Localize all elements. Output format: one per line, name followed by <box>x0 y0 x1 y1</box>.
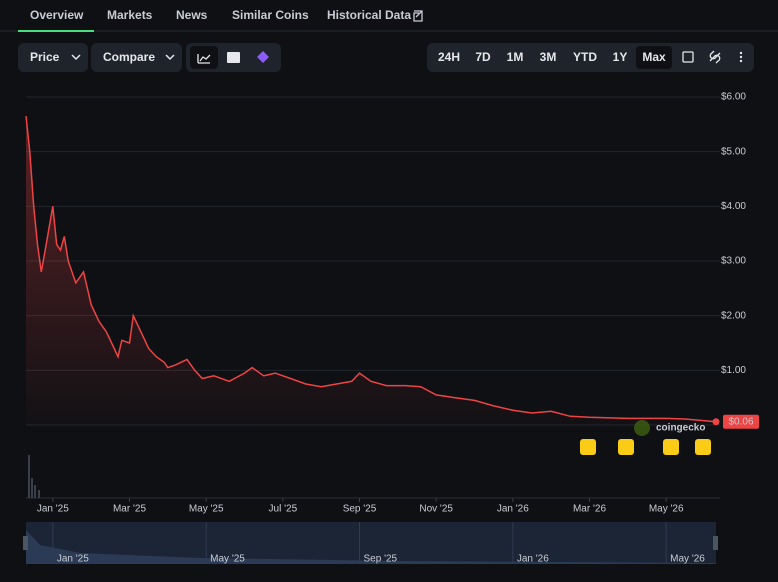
range-group <box>427 43 754 72</box>
chevron <box>165 54 175 61</box>
event-marker[interactable] <box>580 439 596 455</box>
x-tick-label: May '26 <box>649 504 684 515</box>
range-button[interactable]: YTD <box>573 50 597 64</box>
more-dot[interactable] <box>739 59 743 63</box>
event-marker[interactable] <box>663 439 679 455</box>
range-button[interactable]: 3M <box>540 50 557 64</box>
x-tick-label: Nov '25 <box>419 504 453 515</box>
link-icon[interactable] <box>709 50 721 64</box>
watermark: coingecko <box>656 423 705 434</box>
price-line <box>25 116 717 423</box>
watermark-logo <box>634 420 650 436</box>
calendar-icon[interactable] <box>682 51 694 63</box>
y-tick-label: $3.00 <box>721 256 746 267</box>
x-tick-label: May '25 <box>189 504 224 515</box>
navigator-label: Sep '25 <box>364 554 398 565</box>
line-icon <box>197 54 211 64</box>
y-tick-label: $1.00 <box>721 365 746 376</box>
plot: $6.00 $5.00 $4.00 $3.00 $2.00 $1.00 Jan '25 Mar… <box>23 92 759 565</box>
event-marker[interactable] <box>695 439 711 455</box>
y-tick-label: $4.00 <box>721 201 746 212</box>
range-button[interactable]: Max <box>642 50 666 64</box>
x-tick-label: Mar '25 <box>113 504 146 515</box>
navigator-area <box>26 530 716 564</box>
dropdown-button[interactable] <box>91 43 182 72</box>
gem-icon[interactable] <box>257 51 269 63</box>
dropdown-button[interactable] <box>18 43 88 72</box>
x-tick-label: Mar '26 <box>573 504 606 515</box>
current-dot <box>712 418 720 426</box>
navigator-label: Jan '26 <box>517 554 549 565</box>
navigator-label: May '26 <box>670 554 705 565</box>
volume-bar <box>34 485 36 498</box>
y-tick-label: $2.00 <box>721 310 746 321</box>
range-button[interactable]: 1Y <box>613 50 628 64</box>
price-badge-label: $0.06 <box>728 416 753 427</box>
event-marker[interactable] <box>618 439 634 455</box>
range-button[interactable]: 1M <box>507 50 524 64</box>
y-tick-label: $5.00 <box>721 146 746 157</box>
x-tick-label: Jul '25 <box>269 504 298 515</box>
tab[interactable]: Historical Data <box>327 8 411 22</box>
volume-bar <box>28 455 30 498</box>
external-icon <box>413 10 423 22</box>
dropdown-label[interactable]: Price <box>30 50 60 64</box>
toolbar: Price Compare 24H 7D 1M 3M YTD 1Y Max <box>18 43 754 72</box>
navigator-handle[interactable] <box>23 536 28 550</box>
tab[interactable]: News <box>176 8 208 22</box>
tab[interactable]: Overview <box>30 8 84 22</box>
volume-bar <box>31 478 33 498</box>
navigator-handle[interactable] <box>713 536 718 550</box>
y-tick-label: $6.00 <box>721 92 746 103</box>
range-button[interactable]: 24H <box>438 50 460 64</box>
tab[interactable]: Similar Coins <box>232 8 309 22</box>
tab[interactable]: Markets <box>107 8 153 22</box>
dropdown-label[interactable]: Compare <box>103 50 155 64</box>
range-active[interactable] <box>636 46 672 69</box>
x-tick-label: Sep '25 <box>343 504 377 515</box>
area <box>26 116 716 425</box>
chevron <box>71 54 81 61</box>
more-dot[interactable] <box>739 51 743 55</box>
volume-bar <box>38 490 40 498</box>
more-dot[interactable] <box>739 55 743 59</box>
tab-bar: Overview Markets News Similar Coins Historic… <box>30 8 411 22</box>
price-badge <box>723 414 759 429</box>
x-tick-label: Jan '26 <box>497 504 529 515</box>
tv-icon[interactable] <box>227 52 240 63</box>
x-tick-label: Jan '25 <box>37 504 69 515</box>
navigator-label: Jan '25 <box>57 554 89 565</box>
range-button[interactable]: 7D <box>475 50 491 64</box>
navigator-label: May '25 <box>210 554 245 565</box>
